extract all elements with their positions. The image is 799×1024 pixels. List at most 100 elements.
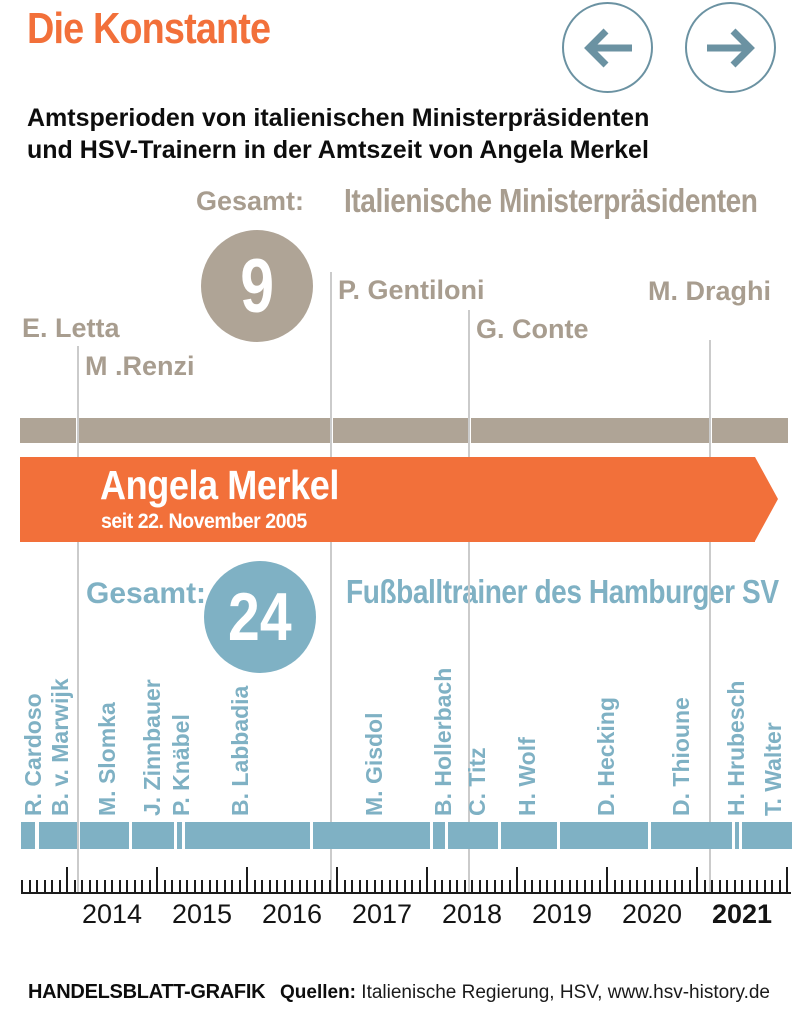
month-tick <box>411 880 413 893</box>
month-tick <box>21 880 23 893</box>
hsv-total-badge: 24 <box>204 561 316 673</box>
month-tick <box>546 880 548 893</box>
month-tick <box>456 880 458 893</box>
coach-name-label: B. Hollerbach <box>430 667 456 816</box>
coach-name-label: C. Titz <box>464 747 490 816</box>
month-tick <box>501 880 503 893</box>
month-tick <box>216 880 218 893</box>
pm-total-label: Gesamt: <box>196 186 305 216</box>
month-tick <box>321 880 323 893</box>
month-tick <box>261 880 263 893</box>
month-tick <box>539 880 541 893</box>
sources-line: Quellen: Italienische Regierung, HSV, ww… <box>280 982 770 1004</box>
month-tick <box>689 880 691 893</box>
month-tick <box>111 880 113 893</box>
month-tick <box>531 880 533 893</box>
month-tick <box>396 880 398 893</box>
pm-name-label: G. Conte <box>476 314 589 344</box>
coach-bar-segment <box>651 822 732 849</box>
sources-label: Quellen: <box>280 982 357 1003</box>
year-label: 2020 <box>621 899 683 929</box>
month-tick <box>629 880 631 893</box>
sources-text: Italienische Regierung, HSV, www.hsv-his… <box>356 982 770 1003</box>
month-tick <box>209 880 211 893</box>
coach-bar-segment <box>313 822 430 849</box>
month-tick <box>389 880 391 893</box>
month-tick <box>464 880 466 893</box>
year-tick <box>696 867 698 893</box>
pm-bar-segment <box>79 418 330 443</box>
month-tick <box>299 880 301 893</box>
month-tick <box>119 880 121 893</box>
month-tick <box>239 880 241 893</box>
month-tick <box>681 880 683 893</box>
month-tick <box>779 880 781 893</box>
pm-total-value: 9 <box>240 243 274 329</box>
coach-bar-segment <box>39 822 77 849</box>
coach-name-label: H. Wolf <box>514 737 540 816</box>
month-tick <box>74 880 76 893</box>
month-tick <box>449 880 451 893</box>
month-tick <box>179 880 181 893</box>
month-tick <box>36 880 38 893</box>
subtitle-line-1: Amtsperioden von italienischen Ministerp… <box>27 104 650 132</box>
month-tick <box>441 880 443 893</box>
month-tick <box>621 880 623 893</box>
month-tick <box>201 880 203 893</box>
year-label: 2018 <box>441 899 503 929</box>
month-tick <box>366 880 368 893</box>
hsv-total-label: Gesamt: <box>86 577 207 610</box>
hsv-section-heading: Fußballtrainer des Hamburger SV <box>346 573 779 610</box>
merkel-term-bar <box>20 457 755 542</box>
month-tick <box>89 880 91 893</box>
month-tick <box>29 880 31 893</box>
coach-bar-segment <box>735 822 739 849</box>
coach-name-label: J. Zinnbauer <box>139 679 165 816</box>
year-tick <box>156 867 158 893</box>
month-tick <box>576 880 578 893</box>
month-tick <box>306 880 308 893</box>
year-tick <box>426 867 428 893</box>
month-tick <box>569 880 571 893</box>
coach-name-label: H. Hrubesch <box>723 680 749 816</box>
month-tick <box>719 880 721 893</box>
month-tick <box>726 880 728 893</box>
month-tick <box>711 880 713 893</box>
month-tick <box>231 880 233 893</box>
arrow-right-icon <box>705 26 757 70</box>
year-tick <box>786 867 788 893</box>
month-tick <box>194 880 196 893</box>
year-tick <box>246 867 248 893</box>
month-tick <box>359 880 361 893</box>
pm-section-heading: Italienische Ministerpräsidenten <box>344 182 758 219</box>
coach-bar-segment <box>448 822 498 849</box>
year-label: 2015 <box>171 899 233 929</box>
month-tick <box>329 880 331 893</box>
month-tick <box>756 880 758 893</box>
coach-bar-segment <box>742 822 792 849</box>
credit-label: HANDELSBLATT-GRAFIK <box>28 981 266 1003</box>
prev-button[interactable] <box>562 2 653 93</box>
month-tick <box>126 880 128 893</box>
month-tick <box>344 880 346 893</box>
month-tick <box>96 880 98 893</box>
merkel-since-label: seit 22. November 2005 <box>101 510 307 533</box>
month-tick <box>666 880 668 893</box>
month-tick <box>254 880 256 893</box>
year-tick <box>336 867 338 893</box>
next-button[interactable] <box>685 2 776 93</box>
coach-bar-segment <box>177 822 182 849</box>
coach-name-label: P. Knäbel <box>168 714 194 816</box>
month-tick <box>134 880 136 893</box>
month-tick <box>749 880 751 893</box>
month-tick <box>614 880 616 893</box>
pm-name-label: M .Renzi <box>85 351 195 381</box>
pm-bar-segment <box>471 418 709 443</box>
pm-total-badge: 9 <box>201 230 313 342</box>
month-tick <box>276 880 278 893</box>
coach-bar-segment <box>21 822 35 849</box>
month-tick <box>171 880 173 893</box>
month-tick <box>314 880 316 893</box>
gridline <box>468 310 470 893</box>
